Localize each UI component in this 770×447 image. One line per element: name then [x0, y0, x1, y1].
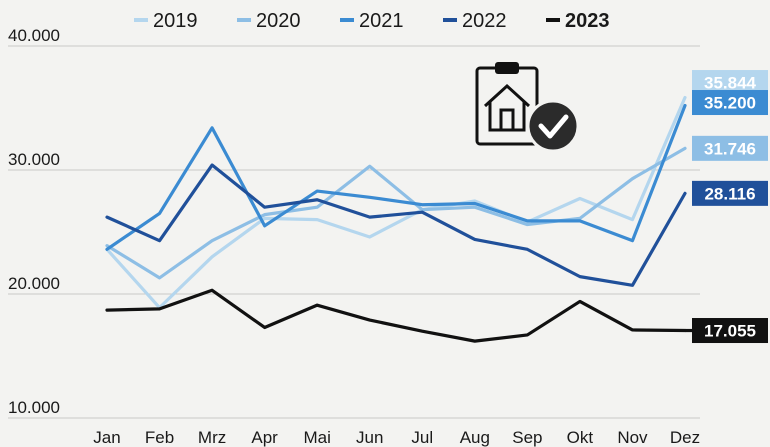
legend-item-2020: 2020 — [237, 10, 301, 32]
end-label-text: 31.746 — [704, 139, 756, 158]
legend-label: 2020 — [256, 10, 301, 32]
x-tick-label: Okt — [567, 428, 594, 447]
end-label-2023: 17.055 — [692, 318, 768, 343]
end-label-text: 35.844 — [704, 74, 757, 93]
y-axis-ticks: 10.000 20.000 30.000 40.000 — [8, 26, 60, 417]
end-value-labels: 35.844 31.746 35.200 28.116 17.055 — [692, 70, 768, 343]
x-axis-ticks: Jan Feb Mrz Apr Mai Jun Jul Aug Sep Okt Nov Dez — [93, 428, 700, 447]
legend-swatch — [443, 18, 457, 22]
y-tick-label: 10.000 — [8, 398, 60, 417]
x-tick-label: Jun — [356, 428, 383, 447]
x-tick-label: Sep — [512, 428, 542, 447]
y-tick-label: 40.000 — [8, 26, 60, 45]
end-label-text: 35.200 — [704, 94, 756, 113]
x-tick-label: Nov — [617, 428, 648, 447]
house-clipboard-check-icon — [477, 62, 578, 151]
legend-label: 2023 — [565, 10, 610, 32]
x-tick-label: Feb — [145, 428, 174, 447]
legend-label: 2021 — [359, 10, 404, 32]
legend-swatch — [237, 18, 251, 22]
series-line-2021 — [107, 106, 685, 250]
legend-swatch — [134, 18, 148, 22]
x-tick-label: Apr — [251, 428, 278, 447]
legend-label: 2019 — [153, 10, 198, 32]
series-lines — [107, 98, 696, 342]
x-tick-label: Dez — [670, 428, 700, 447]
legend-swatch — [546, 18, 560, 22]
series-line-2023 — [107, 290, 685, 341]
x-tick-label: Jul — [411, 428, 433, 447]
legend-label: 2022 — [462, 10, 507, 32]
x-tick-label: Mrz — [198, 428, 226, 447]
series-line-2022 — [107, 165, 685, 285]
legend: 2019 2020 2021 2022 2023 — [134, 10, 610, 32]
end-label-text: 17.055 — [704, 322, 756, 341]
end-label-2022: 28.116 — [692, 181, 768, 206]
legend-item-2021: 2021 — [340, 10, 404, 32]
end-label-text: 28.116 — [704, 184, 755, 203]
x-tick-label: Jan — [93, 428, 120, 447]
y-tick-label: 20.000 — [8, 274, 60, 293]
end-label-2021: 35.200 — [692, 90, 768, 115]
legend-item-2022: 2022 — [443, 10, 507, 32]
x-tick-label: Aug — [460, 428, 490, 447]
legend-item-2023: 2023 — [546, 10, 610, 32]
x-tick-label: Mai — [303, 428, 330, 447]
legend-item-2019: 2019 — [134, 10, 198, 32]
y-tick-label: 30.000 — [8, 150, 60, 169]
end-label-2020: 31.746 — [692, 136, 768, 161]
legend-swatch — [340, 18, 354, 22]
